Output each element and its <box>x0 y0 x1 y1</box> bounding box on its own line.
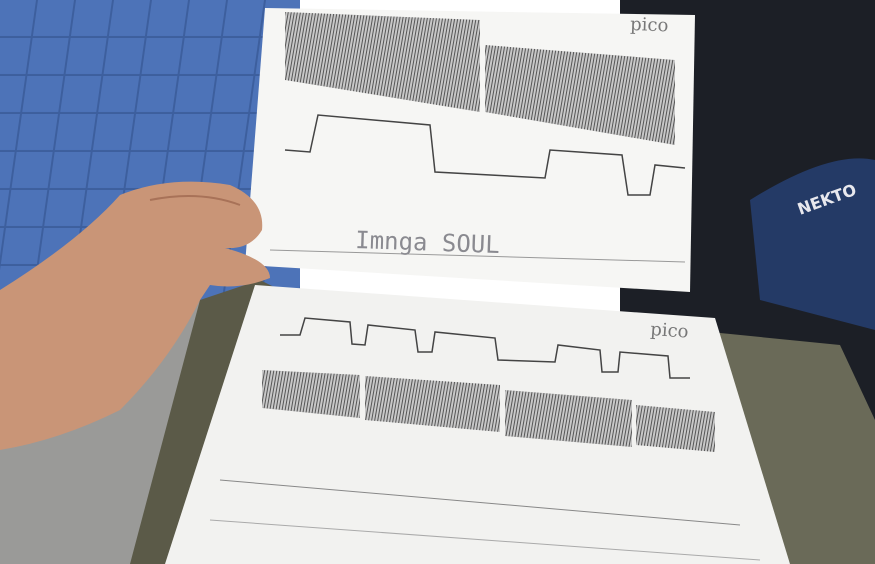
waveform <box>636 405 715 452</box>
top-logo: pico <box>630 14 669 36</box>
page: NEKTO pico pico Imnga SOUL (() => { cons… <box>0 0 875 564</box>
bottom-logo: pico <box>650 319 690 343</box>
handwritten-note: Imnga SOUL <box>355 226 500 259</box>
photo: NEKTO pico pico Imnga SOUL <box>0 0 875 564</box>
